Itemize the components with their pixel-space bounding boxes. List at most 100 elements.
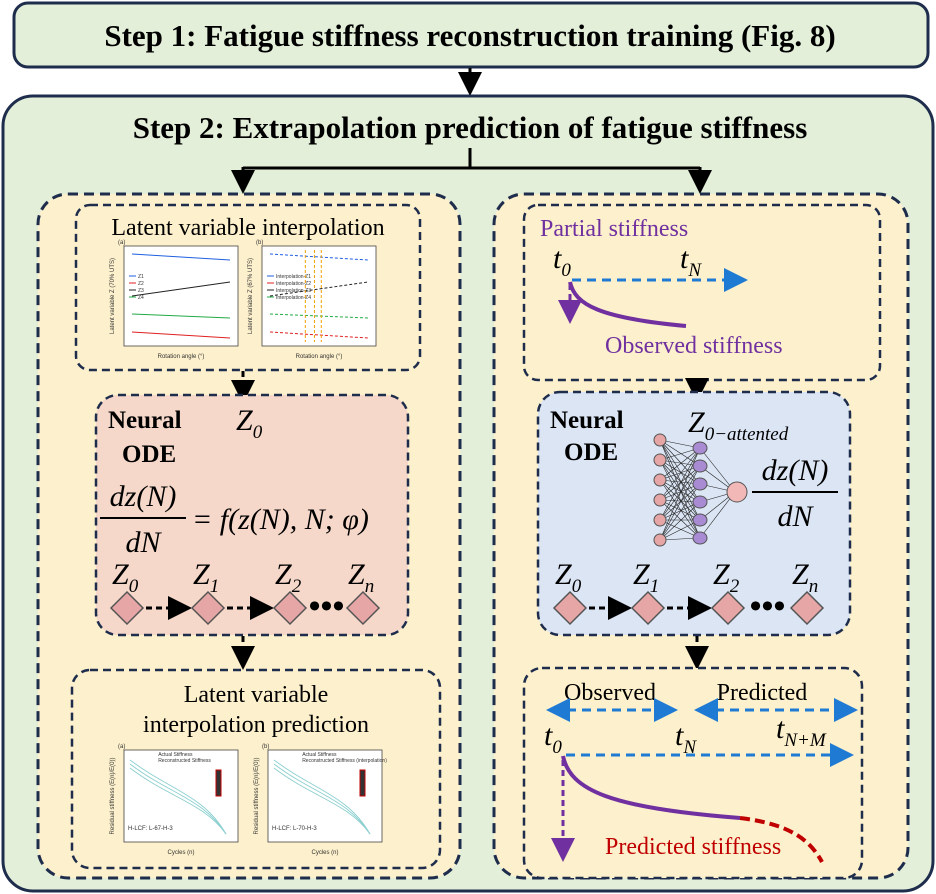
mini-chart-frame xyxy=(261,245,377,347)
edge xyxy=(659,439,701,485)
mini-legend: Reconstructed Stiffness (interpolation) xyxy=(302,758,387,764)
mini-series xyxy=(131,313,231,319)
symbol: Z0 xyxy=(236,404,263,443)
state-node xyxy=(190,590,226,626)
state-node xyxy=(272,590,308,626)
mini-panel: (a) xyxy=(118,240,125,246)
edge xyxy=(659,447,701,501)
edge xyxy=(659,483,701,541)
mini-series xyxy=(269,331,369,339)
symbol-main: t xyxy=(553,242,562,275)
mini-series xyxy=(131,331,231,339)
mini-legend: Actual Stiffness xyxy=(158,752,193,758)
mini-specimen xyxy=(359,769,366,797)
mini-series xyxy=(129,763,227,835)
mini-series xyxy=(131,253,231,261)
network xyxy=(653,433,748,547)
prediction-title: Latent variable xyxy=(184,682,329,708)
mini-legend: Interpolation-Z1 xyxy=(276,274,311,280)
edge xyxy=(659,501,701,541)
edge xyxy=(659,479,701,521)
output-denominator: dN xyxy=(777,500,814,533)
symbol: Zn xyxy=(348,558,374,597)
mini-x-label: Rotation angle (°) xyxy=(158,354,205,360)
input-node xyxy=(653,493,667,507)
symbol: Z0 xyxy=(112,558,139,597)
symbol-sub: 0−attented xyxy=(705,424,789,445)
observed-curve xyxy=(568,281,687,328)
edge xyxy=(659,519,701,541)
observed-label: Observed xyxy=(564,680,656,706)
symbol-sub: N xyxy=(687,260,702,281)
mini-series xyxy=(131,281,231,297)
edge xyxy=(659,439,701,467)
mini-legend: Reconstructed Stiffness xyxy=(158,758,211,764)
symbol-main: Z xyxy=(555,558,572,591)
edge xyxy=(659,459,701,485)
partial-title: Partial stiffness xyxy=(540,216,688,242)
equation-rhs: = f(z(N), N; φ) xyxy=(192,503,369,536)
mini-series xyxy=(273,759,371,835)
edge xyxy=(659,459,701,503)
neural-ode-label: Neural xyxy=(108,407,182,434)
mini-note: H-LCF: L-70-H-3 xyxy=(272,826,317,832)
mini-panel: (b) xyxy=(256,240,263,246)
output-numerator: dz(N) xyxy=(762,454,829,487)
mini-legend: Z4 xyxy=(138,295,144,301)
z-sequence: Z0 Z1 Z2•••Zn xyxy=(552,558,825,626)
mini-series xyxy=(273,763,371,835)
symbol-main: Z xyxy=(792,558,809,591)
edge xyxy=(659,499,701,539)
symbol: t0 xyxy=(553,242,571,281)
edge xyxy=(659,479,701,539)
mini-series xyxy=(129,767,227,835)
symbol-main: Z xyxy=(688,406,705,439)
mini-y-label: Latent variable Z (67% UTS) xyxy=(248,258,254,334)
ellipsis: ••• xyxy=(309,588,345,625)
symbol-sub: 0 xyxy=(129,576,139,597)
edge xyxy=(699,491,736,539)
edge xyxy=(659,447,701,481)
observed-curve xyxy=(561,755,741,820)
symbol-main: Z xyxy=(236,404,253,437)
symbol-sub: N+M xyxy=(783,730,826,751)
symbol: Z1 xyxy=(633,558,659,597)
symbol-sub: 2 xyxy=(292,576,302,597)
mini-chart-frame xyxy=(123,245,239,347)
neural-ode-label: Neural xyxy=(550,407,624,434)
neural-ode-box xyxy=(94,393,410,637)
symbol-main: t xyxy=(680,242,689,275)
symbol-sub: 0 xyxy=(561,260,571,281)
hidden-node xyxy=(692,495,708,509)
mini-x-label: Rotation angle (°) xyxy=(296,354,343,360)
symbol-sub: n xyxy=(809,576,819,597)
mini-note: H-LCF: L-67-H-3 xyxy=(128,826,173,832)
branch-connector xyxy=(243,148,700,170)
hidden-node xyxy=(692,477,708,491)
step1-title: Step 1: Fatigue stiffness reconstruction… xyxy=(104,18,835,53)
mini-legend: Interpolation-Z4 xyxy=(276,295,311,301)
ellipsis: ••• xyxy=(750,588,786,625)
input-node xyxy=(653,513,667,527)
symbol: Z0−attented xyxy=(688,406,789,445)
symbol-sub: 1 xyxy=(210,576,220,597)
curve-label: Predicted stiffness xyxy=(605,834,781,860)
symbol-main: Z xyxy=(193,558,210,591)
mini-legend: Actual Stiffness xyxy=(302,752,337,758)
symbol: Z1 xyxy=(193,558,219,597)
symbol-main: Z xyxy=(348,558,365,591)
neural-ode-label: ODE xyxy=(564,439,618,466)
edge xyxy=(659,479,701,503)
edge xyxy=(659,499,701,521)
input-node xyxy=(653,433,667,447)
symbol: t0 xyxy=(544,719,562,758)
mini-panel: (a) xyxy=(118,744,125,750)
mini-x-label: Cycles (n) xyxy=(167,850,194,856)
edge xyxy=(659,483,701,521)
symbol-sub: 2 xyxy=(730,576,740,597)
neural-ode-label: ODE xyxy=(122,441,176,468)
edge xyxy=(659,465,701,521)
symbol-sub: 0 xyxy=(572,576,582,597)
symbol: tN+M xyxy=(776,712,827,751)
input-node xyxy=(653,533,667,547)
